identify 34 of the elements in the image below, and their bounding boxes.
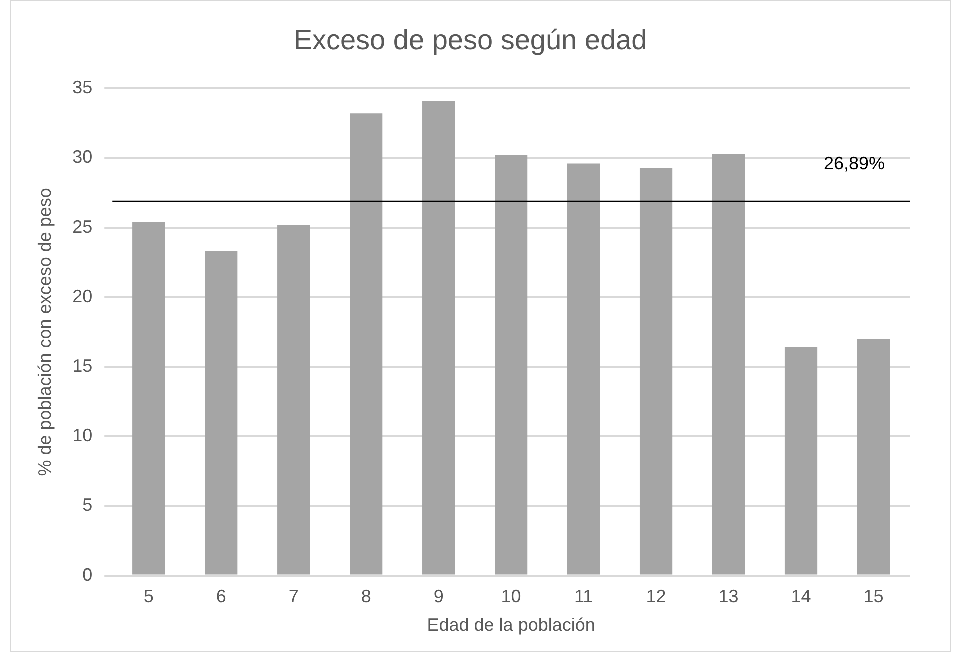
x-axis-title: Edad de la población bbox=[427, 615, 596, 636]
x-tick-label: 14 bbox=[791, 586, 812, 607]
bar bbox=[784, 348, 818, 575]
bar bbox=[857, 339, 890, 575]
x-tick-label: 10 bbox=[501, 586, 522, 607]
y-tick-label: 5 bbox=[82, 495, 93, 516]
x-tick-label: 8 bbox=[361, 586, 372, 607]
ref-line-label: 26,89% bbox=[824, 153, 885, 174]
y-tick-label: 0 bbox=[82, 564, 93, 585]
x-tick-label: 5 bbox=[144, 586, 154, 607]
x-tick-label: 7 bbox=[288, 586, 299, 607]
x-tick-label: 15 bbox=[864, 586, 884, 607]
bar bbox=[640, 168, 673, 575]
y-tick-label: 30 bbox=[72, 147, 93, 168]
x-tick-label: 12 bbox=[646, 586, 666, 607]
y-tick-label: 35 bbox=[72, 78, 93, 98]
chart-title: Exceso de peso según edad bbox=[294, 24, 648, 56]
bar bbox=[350, 114, 383, 575]
x-tick-label: 11 bbox=[574, 586, 594, 607]
x-tick-label: 13 bbox=[718, 586, 739, 607]
x-tick-label: 9 bbox=[434, 586, 444, 607]
y-tick-label: 25 bbox=[72, 216, 93, 237]
bar bbox=[132, 222, 166, 575]
bar bbox=[278, 225, 310, 575]
y-tick-label: 15 bbox=[72, 356, 93, 376]
bar bbox=[495, 155, 528, 575]
y-tick-label: 20 bbox=[72, 286, 93, 306]
bar bbox=[205, 251, 238, 575]
x-tick-label: 6 bbox=[216, 586, 226, 607]
bar bbox=[422, 101, 456, 575]
bar bbox=[567, 164, 600, 575]
bar bbox=[712, 154, 746, 575]
y-axis-title: % de población con exceso de peso bbox=[34, 188, 55, 476]
y-tick-label: 10 bbox=[72, 426, 93, 446]
